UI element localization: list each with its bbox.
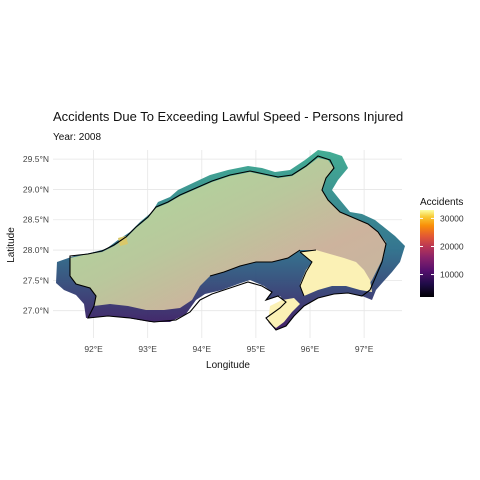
chart-title: Accidents Due To Exceeding Lawful Speed … — [53, 109, 403, 124]
x-tick-label: 97°E — [355, 344, 374, 354]
x-tick-label: 93°E — [138, 344, 157, 354]
y-tick-label: 29.5°N — [23, 154, 49, 164]
x-axis-label: Longitude — [206, 360, 250, 371]
y-tick-label: 27.5°N — [23, 275, 49, 285]
y-axis-label: Latitude — [6, 227, 17, 263]
legend: Accidents 10000 20000 30000 — [420, 197, 464, 297]
highlight-district-south — [268, 298, 300, 328]
chart-subtitle: Year: 2008 — [53, 132, 101, 143]
district-border — [209, 249, 317, 297]
state-border — [69, 155, 387, 331]
legend-ticks: 10000 20000 30000 — [420, 213, 464, 280]
legend-tick-label: 10000 — [440, 270, 464, 280]
highlight-district-east — [300, 250, 372, 296]
legend-title: Accidents — [420, 197, 463, 208]
legend-tick-label: 20000 — [440, 241, 464, 251]
x-tick-label: 94°E — [193, 344, 212, 354]
highlight-spot — [118, 236, 128, 246]
map-region — [56, 150, 405, 331]
y-tick-label: 28.0°N — [23, 245, 49, 255]
legend-tick-label: 30000 — [440, 213, 464, 223]
x-tick-label: 95°E — [247, 344, 266, 354]
y-axis-ticks: 27.0°N 27.5°N 28.0°N 28.5°N 29.0°N 29.5°N — [23, 154, 49, 316]
legend-colorbar — [420, 210, 434, 297]
x-axis-ticks: 92°E 93°E 94°E 95°E 96°E 97°E — [84, 344, 373, 354]
y-tick-label: 27.0°N — [23, 306, 49, 316]
x-tick-label: 92°E — [84, 344, 103, 354]
y-tick-label: 28.5°N — [23, 215, 49, 225]
y-tick-label: 29.0°N — [23, 184, 49, 194]
x-tick-label: 96°E — [301, 344, 320, 354]
